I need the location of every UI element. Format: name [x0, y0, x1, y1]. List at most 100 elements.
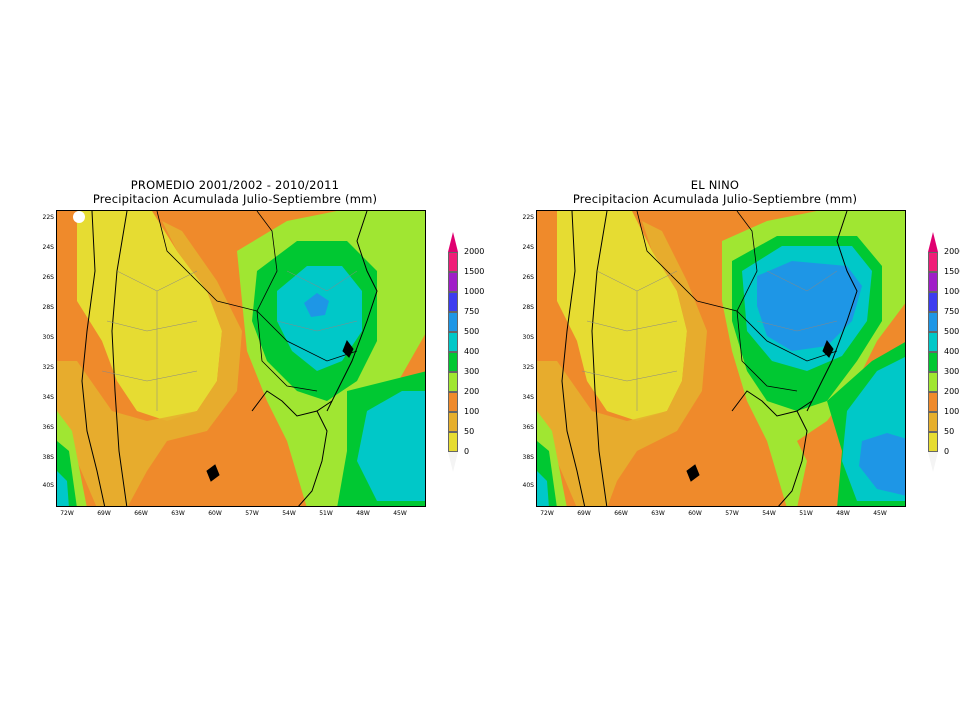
lon-tick-label: 69W — [97, 510, 111, 517]
colorbar-label: 750 — [464, 307, 480, 316]
lat-tick-label: 28S — [522, 304, 534, 311]
map-panel-el-nino: EL NINO Precipitacion Acumulada Julio-Se… — [510, 170, 960, 520]
lat-tick-label: 38S — [42, 454, 54, 461]
colorbar-label: 400 — [944, 347, 960, 356]
colorbar-swatch — [928, 272, 938, 292]
lat-tick-label: 22S — [42, 214, 54, 221]
colorbar-label: 50 — [464, 427, 475, 436]
colorbar-label: 500 — [944, 327, 960, 336]
colorbar-label: 2000 — [944, 247, 960, 256]
colorbar-swatch — [448, 272, 458, 292]
colorbar-label: 200 — [944, 387, 960, 396]
panel-title-line1: PROMEDIO 2001/2002 - 2010/2011 — [130, 178, 340, 192]
lon-tick-label: 45W — [873, 510, 887, 517]
lat-tick-label: 24S — [42, 244, 54, 251]
lon-tick-label: 48W — [836, 510, 850, 517]
colorbar-swatch — [448, 252, 458, 272]
colorbar-swatch — [928, 252, 938, 272]
lon-tick-label: 54W — [762, 510, 776, 517]
colorbar-swatch — [448, 372, 458, 392]
panel-title-line2: Precipitacion Acumulada Julio-Septiembre… — [572, 192, 858, 206]
lon-tick-label: 63W — [651, 510, 665, 517]
colorbar-label: 1500 — [464, 267, 485, 276]
contour-500-750 — [859, 433, 905, 496]
contour-0-50 — [77, 211, 222, 421]
colorbar-swatch — [928, 412, 938, 432]
colorbar-swatch — [928, 432, 938, 452]
colorbar-swatch — [928, 292, 938, 312]
colorbar-swatch — [448, 392, 458, 412]
lon-tick-label: 60W — [208, 510, 222, 517]
lon-tick-label: 72W — [540, 510, 554, 517]
colorbar-top-arrow — [928, 232, 938, 252]
colorbar-label: 300 — [464, 367, 480, 376]
precipitation-map — [56, 210, 426, 507]
colorbar-label: 400 — [464, 347, 480, 356]
colorbar-label: 100 — [944, 407, 960, 416]
colorbar-label: 0 — [464, 447, 470, 456]
lat-tick-label: 30S — [42, 334, 54, 341]
colorbar-label: 200 — [464, 387, 480, 396]
colorbar-label: 300 — [944, 367, 960, 376]
lon-tick-label: 57W — [725, 510, 739, 517]
lon-tick-label: 72W — [60, 510, 74, 517]
panel-title: PROMEDIO 2001/2002 - 2010/2011 Precipita… — [30, 178, 440, 206]
lon-tick-label: 60W — [688, 510, 702, 517]
lat-tick-label: 30S — [522, 334, 534, 341]
contour-white-spot — [73, 211, 85, 223]
lon-tick-label: 48W — [356, 510, 370, 517]
lat-tick-label: 36S — [522, 424, 534, 431]
province-borders — [101, 270, 358, 411]
colorbar-label: 0 — [944, 447, 950, 456]
contour-400-500-south — [57, 471, 69, 506]
lat-tick-label: 36S — [42, 424, 54, 431]
lon-tick-label: 69W — [577, 510, 591, 517]
lat-tick-label: 24S — [522, 244, 534, 251]
colorbar-swatch — [928, 332, 938, 352]
colorbar-swatch — [928, 392, 938, 412]
coastline — [81, 211, 378, 506]
lon-tick-label: 45W — [393, 510, 407, 517]
lat-tick-label: 26S — [42, 274, 54, 281]
colorbar-label: 1500 — [944, 267, 960, 276]
contour-50-100 — [537, 221, 707, 506]
lat-tick-label: 32S — [522, 364, 534, 371]
borders — [636, 211, 838, 392]
lat-tick-label: 22S — [522, 214, 534, 221]
contour-500-750 — [757, 261, 862, 351]
panel-title-line2: Precipitacion Acumulada Julio-Septiembre… — [92, 192, 378, 206]
lat-tick-label: 34S — [42, 394, 54, 401]
lat-tick-label: 34S — [522, 394, 534, 401]
colorbar-swatch — [448, 412, 458, 432]
lon-tick-label: 66W — [134, 510, 148, 517]
colorbar-top-arrow — [448, 232, 458, 252]
colorbar-swatch — [928, 372, 938, 392]
lon-tick-label: 51W — [799, 510, 813, 517]
contour-500-750 — [304, 293, 329, 317]
colorbar-swatch — [448, 292, 458, 312]
contour-400-500 — [357, 391, 425, 501]
colorbar-bottom-arrow — [928, 452, 938, 472]
map-panel-promedio: PROMEDIO 2001/2002 - 2010/2011 Precipita… — [30, 170, 485, 520]
colorbar-label: 2000 — [464, 247, 485, 256]
contour-400-500 — [277, 266, 362, 371]
lon-tick-label: 63W — [171, 510, 185, 517]
lon-tick-label: 54W — [282, 510, 296, 517]
borders — [156, 211, 358, 392]
contour-50-100 — [57, 221, 242, 506]
colorbar-label: 50 — [944, 427, 955, 436]
lat-tick-label: 32S — [42, 364, 54, 371]
colorbar-label: 1000 — [944, 287, 960, 296]
colorbar-label: 750 — [944, 307, 960, 316]
lat-tick-label: 40S — [42, 482, 54, 489]
lat-tick-label: 40S — [522, 482, 534, 489]
colorbar-swatch — [448, 312, 458, 332]
colorbar-label: 1000 — [464, 287, 485, 296]
colorbar-swatch — [448, 352, 458, 372]
lat-tick-label: 28S — [42, 304, 54, 311]
panel-title-line1: EL NINO — [690, 178, 740, 192]
lat-tick-label: 26S — [522, 274, 534, 281]
colorbar-swatch — [928, 352, 938, 372]
lon-tick-label: 51W — [319, 510, 333, 517]
lon-tick-label: 57W — [245, 510, 259, 517]
